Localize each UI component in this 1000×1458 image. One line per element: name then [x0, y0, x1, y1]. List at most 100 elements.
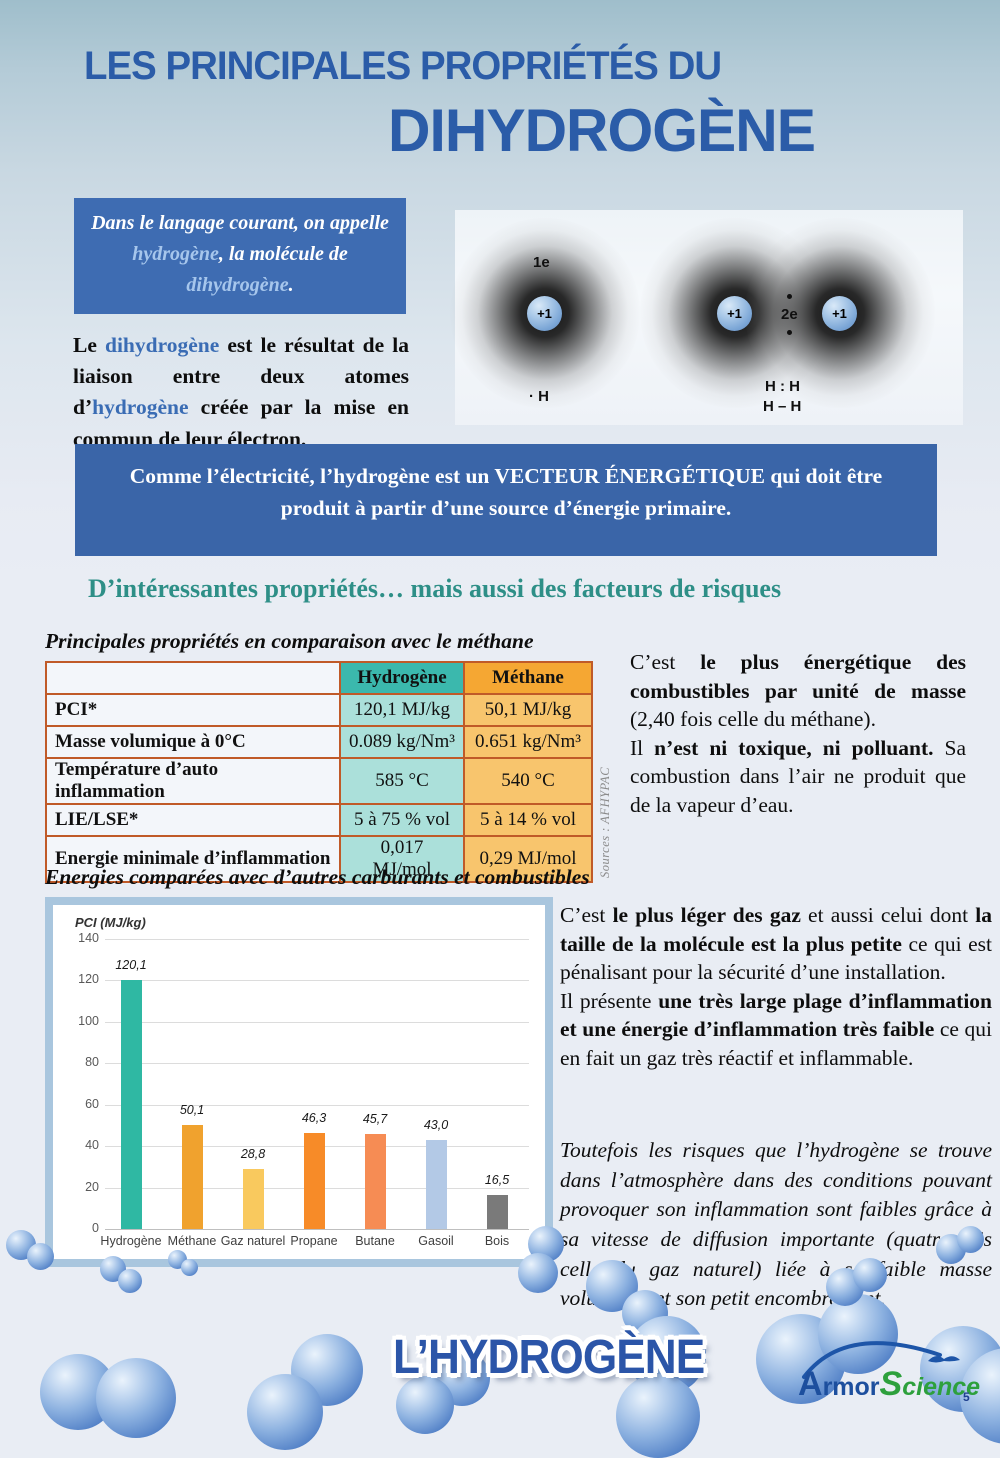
chart-gridline — [105, 939, 529, 940]
h2-molecule — [168, 1250, 208, 1285]
page-title-line2: DIHYDROGÈNE — [388, 97, 816, 164]
structural-formula: H – H — [763, 398, 802, 415]
pci-bar-chart: PCI (MJ/kg) 0 20 40 60 80 100 120 140 120,1 Hydro… — [45, 897, 553, 1267]
text-segment: la taille de la molécule est la plus pet… — [560, 903, 992, 956]
text-segment: Sa combustion dans l’air ne produit que … — [630, 735, 966, 817]
h2-molecule — [920, 1326, 1000, 1444]
chart-ytick-label: 0 — [92, 1221, 99, 1235]
definition-callout-box: Dans le langage courant, on appelle hydr… — [74, 198, 406, 314]
h2-molecule — [396, 1350, 506, 1440]
properties-comparison-table: Hydrogène Méthane PCI* 120,1 MJ/kg 50,1 MJ… — [45, 661, 593, 883]
text-segment: (2,40 fois celle du méthane). — [630, 707, 876, 732]
nucleus-left: +1 — [527, 296, 562, 331]
table-row: Masse volumique à 0°C 0.089 kg/Nm³ 0.651 k… — [45, 725, 593, 759]
chart-ytick-label: 40 — [85, 1138, 99, 1153]
armor-rest: rmor — [822, 1373, 880, 1401]
text-segment: une très large plage d’inflammation et u… — [560, 988, 992, 1042]
chart-gridline — [105, 980, 529, 982]
table-header-hydrogen: Hydrogène — [339, 661, 465, 695]
chart-plot: 0 20 40 60 80 100 120 140 120,1 Hydrogène 50,1 Méth… — [78, 931, 535, 1248]
table-cell-cell-h2: 120,1 MJ/kg — [339, 693, 465, 727]
h2-molecule — [518, 1226, 578, 1306]
text-segment: . — [288, 274, 294, 296]
chart-gridline — [105, 1104, 529, 1106]
definition-paragraph: Le dihydrogène est le résultat de la lia… — [73, 330, 409, 455]
table-cell-row-label: PCI* — [45, 693, 341, 727]
source-note: Sources : AFHYPAC — [598, 766, 612, 878]
h2-molecule — [936, 1226, 996, 1271]
table-cell-cell-h2: 0,017 MJ/mol — [339, 835, 465, 883]
chart-category-label: Méthane — [167, 1234, 217, 1248]
armorscience-armor: Armor — [798, 1365, 880, 1403]
chart-bar-value-label: 16,5 — [484, 1172, 510, 1187]
table-cell-cell-h2: 585 °C — [339, 757, 465, 805]
chart-bar-Butane — [364, 1134, 386, 1229]
table-corner-cell — [45, 661, 341, 695]
h2-molecule — [756, 1294, 906, 1409]
chart-bar-Bois — [486, 1194, 508, 1229]
chart-axis-title: PCI (MJ/kg) — [75, 915, 146, 930]
chart-gridline — [105, 1063, 529, 1065]
chart-bar-Méthane — [181, 1125, 203, 1229]
text-segment: , la molécule de — [218, 243, 348, 265]
electron-dot-top — [787, 294, 792, 299]
table-cell-row-label: Energie minimale d’inflammation — [45, 835, 341, 883]
text-segment: Dans le langage courant, on appelle — [91, 212, 389, 234]
nucleus-molecule-right: +1 — [822, 296, 857, 331]
chart-ytick-label: 100 — [78, 1013, 99, 1028]
table-cell-row-label: Température d’auto inflammation — [45, 757, 341, 805]
chart-bar-Propane — [303, 1133, 325, 1229]
benefits-paragraph-1: C’est le plus énergétique des combustibl… — [630, 648, 966, 734]
chart-bar-Hydrogène — [120, 980, 142, 1229]
page-number: 5 — [963, 1390, 970, 1404]
table-cell-cell-ch4: 0.651 kg/Nm³ — [463, 725, 593, 759]
chart-category-label: Gasoil — [418, 1234, 454, 1248]
chart-gridline — [105, 1021, 529, 1023]
table-cell-row-label: LIE/LSE* — [45, 803, 341, 837]
armorscience-arc-and-bird — [802, 1341, 960, 1379]
text-segment: dihydrogène — [104, 333, 220, 357]
text-segment: C’est — [560, 903, 613, 927]
armorscience-science: Science — [879, 1365, 981, 1403]
text-segment: Il présente — [560, 988, 659, 1013]
chart-bar-value-label: 28,8 — [240, 1147, 266, 1162]
h2-molecule — [247, 1334, 377, 1454]
table-header-methane: Méthane — [463, 661, 593, 695]
section-heading: D’intéressantes propriétés… mais aussi d… — [88, 574, 782, 603]
text-segment: et aussi celui dont — [800, 903, 976, 927]
chart-ytick-label: 120 — [78, 972, 99, 987]
chart-bar-Gaz naturel — [242, 1169, 264, 1229]
chart-category-label: Butane — [355, 1234, 395, 1248]
chart-ytick-label: 20 — [85, 1179, 99, 1194]
science-rest: cience — [902, 1373, 981, 1401]
lewis-symbol-left: · H — [529, 388, 549, 405]
shared-electrons-label: 2e — [781, 306, 798, 323]
text-segment: Il — [630, 735, 655, 760]
atom-bonding-diagram: +1 +1 +1 1e 2e · H H : H H – H — [450, 210, 963, 425]
risks-paragraph-2: Il présente une très large plage d’infla… — [560, 987, 992, 1073]
text-segment: C’est — [630, 650, 701, 674]
text-segment: n’est ni toxique, ni polluant. — [654, 735, 934, 760]
nucleus-left-charge: +1 — [537, 306, 552, 321]
page-title-line1: LES PRINCIPALES PROPRIÉTÉS DU — [84, 44, 722, 88]
chart-bar-value-label: 120,1 — [115, 958, 147, 973]
table-cell-cell-h2: 0.089 kg/Nm³ — [339, 725, 465, 759]
chart-category-label: Propane — [290, 1234, 338, 1248]
hydrogen-series-logo: L’HYDROGÈNE — [393, 1331, 705, 1384]
text-segment: dihydrogène — [186, 274, 289, 296]
h2-molecule — [826, 1258, 896, 1313]
text-segment: Le — [73, 333, 105, 357]
h2-molecule — [6, 1230, 66, 1280]
text-segment: est le résultat de la liaison entre deux… — [73, 333, 409, 420]
chart-category-label: Bois — [484, 1234, 510, 1248]
text-segment: ce qui en fait un gaz très réactif et in… — [560, 1017, 992, 1070]
text-segment: hydrogène — [92, 395, 189, 420]
chart-category-label: Gaz naturel — [220, 1234, 286, 1248]
armorscience-wordmark: ArmorScience — [798, 1365, 980, 1404]
text-segment: le plus léger des gaz — [612, 903, 801, 927]
text-segment: le plus énergétique des combustibles par… — [630, 650, 966, 703]
table-cell-cell-ch4: 0,29 MJ/mol — [463, 835, 593, 883]
armorscience-logo: ArmorScience — [790, 1325, 995, 1420]
chart-bar-Gasoil — [425, 1139, 447, 1229]
chart-ytick-label: 80 — [85, 1055, 99, 1070]
